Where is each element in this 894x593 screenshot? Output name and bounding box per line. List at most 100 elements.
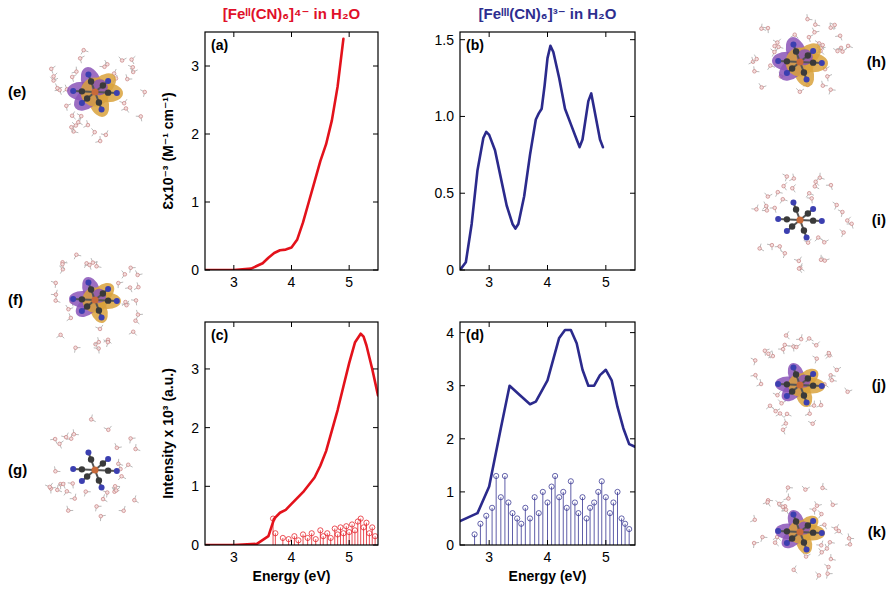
- frame: [460, 32, 635, 270]
- oxygen: [792, 177, 796, 181]
- oxygen: [125, 303, 129, 307]
- data: [205, 334, 378, 545]
- stick: [489, 505, 494, 545]
- stick-marker: [584, 516, 589, 521]
- stick: [552, 473, 557, 545]
- oxygen: [137, 285, 141, 289]
- nitrogen: [790, 512, 796, 518]
- oxygen: [820, 550, 824, 554]
- stick: [328, 535, 333, 545]
- stick-line: [574, 503, 575, 545]
- y-tick: [373, 270, 378, 271]
- stick: [478, 521, 483, 545]
- stick-line: [369, 533, 370, 545]
- water: [95, 136, 102, 143]
- water: [758, 244, 764, 251]
- carbon: [88, 286, 94, 292]
- oxygen: [84, 490, 88, 494]
- carbon: [784, 58, 790, 64]
- oxygen: [815, 357, 819, 361]
- water: [45, 483, 53, 489]
- picture-letter: (h): [867, 53, 886, 70]
- water: [819, 255, 826, 262]
- stick: [373, 534, 378, 545]
- oxygen: [776, 41, 780, 45]
- x-tick: [233, 540, 234, 545]
- x-tick: [233, 322, 234, 327]
- water: [838, 210, 844, 217]
- stick-line: [609, 513, 610, 545]
- oxygen: [826, 572, 830, 576]
- water: [131, 299, 138, 306]
- oxygen: [793, 33, 797, 37]
- stick: [607, 511, 612, 545]
- water: [796, 334, 803, 341]
- oxygen: [126, 463, 130, 467]
- stick-line: [617, 492, 618, 545]
- water: [91, 128, 96, 136]
- stick-marker: [564, 505, 569, 510]
- carbon: [801, 69, 807, 75]
- carbon: [810, 217, 816, 223]
- water: [815, 501, 822, 507]
- nitrogen: [99, 314, 105, 320]
- water: [95, 261, 102, 268]
- water: [790, 184, 795, 192]
- x-tick-label: 4: [544, 274, 552, 290]
- carbon: [805, 52, 811, 58]
- y-tick-label: 3: [191, 361, 199, 377]
- water: [757, 379, 763, 386]
- panel: [Feᴵᴵᴵ(CN)₆]³⁻ in H₂O34500.51.01.5(b): [435, 5, 635, 290]
- oxygen: [98, 327, 102, 331]
- stick-line: [538, 513, 539, 545]
- stick-line: [621, 518, 622, 545]
- y-tick: [630, 545, 635, 546]
- nitrogen: [70, 296, 76, 302]
- stick-line: [508, 503, 509, 545]
- stick-line: [303, 534, 304, 545]
- molecule-picture: [49, 48, 146, 143]
- nitrogen: [810, 206, 816, 212]
- oxygen: [766, 26, 770, 30]
- water: [813, 20, 820, 27]
- carbon: [84, 95, 90, 101]
- stick-line: [566, 508, 567, 545]
- panel-letter: (b): [466, 37, 484, 53]
- oxygen: [143, 90, 147, 94]
- stick-line: [625, 524, 626, 545]
- nitrogen: [810, 371, 816, 377]
- oxygen: [795, 345, 799, 349]
- stick-marker: [313, 537, 318, 542]
- water: [770, 206, 777, 213]
- water: [818, 510, 823, 518]
- water: [136, 310, 143, 317]
- oxygen: [842, 231, 846, 235]
- water: [56, 333, 64, 338]
- water: [61, 433, 68, 439]
- oxygen: [139, 115, 143, 119]
- stick: [549, 484, 554, 545]
- iron: [797, 217, 804, 224]
- stick-line: [512, 513, 513, 545]
- y-tick: [373, 486, 378, 487]
- water: [819, 548, 824, 556]
- oxygen: [52, 75, 56, 79]
- carbon: [88, 78, 94, 84]
- oxygen: [797, 267, 801, 271]
- nitrogen: [99, 484, 105, 490]
- water: [78, 56, 84, 63]
- oxygen: [825, 547, 829, 551]
- stick-marker: [552, 473, 557, 478]
- water: [813, 356, 819, 363]
- water: [826, 572, 833, 579]
- stick-marker: [607, 511, 612, 516]
- oxygen: [837, 529, 841, 533]
- stick-marker: [603, 495, 608, 500]
- oxygen: [136, 313, 140, 317]
- stick: [498, 495, 503, 545]
- stick-marker: [484, 513, 489, 518]
- stick-marker: [557, 495, 562, 500]
- water: [826, 183, 833, 190]
- oxygen: [817, 574, 821, 578]
- stick-line: [563, 492, 564, 545]
